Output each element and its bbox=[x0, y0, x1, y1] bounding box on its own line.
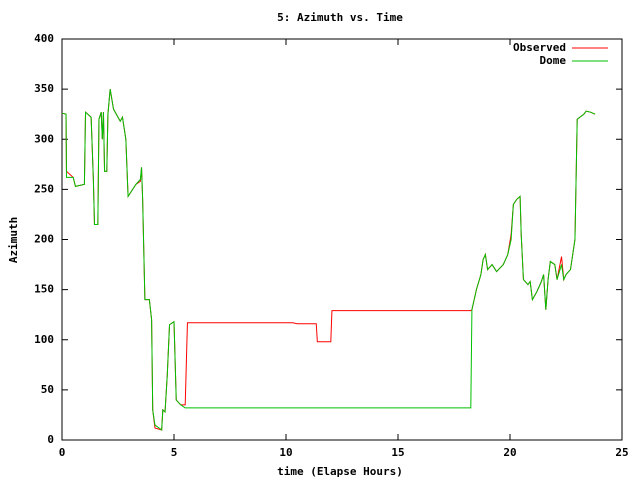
x-tick-label: 15 bbox=[391, 446, 404, 459]
x-axis-label: time (Elapse Hours) bbox=[277, 465, 403, 478]
y-tick-label: 0 bbox=[47, 433, 54, 446]
legend-label: Dome bbox=[540, 54, 567, 67]
chart-title: 5: Azimuth vs. Time bbox=[277, 11, 403, 24]
plot-frame bbox=[61, 38, 623, 441]
x-tick-label: 5 bbox=[171, 446, 178, 459]
x-tick-label: 0 bbox=[59, 446, 66, 459]
y-tick-label: 400 bbox=[34, 32, 54, 45]
y-tick-label: 150 bbox=[34, 283, 54, 296]
y-tick-label: 50 bbox=[41, 383, 54, 396]
x-tick-label: 10 bbox=[279, 446, 292, 459]
x-tick-label: 25 bbox=[615, 446, 628, 459]
y-tick-label: 300 bbox=[34, 132, 54, 145]
y-tick-label: 200 bbox=[34, 233, 54, 246]
y-tick-label: 100 bbox=[34, 333, 54, 346]
y-tick-label: 250 bbox=[34, 182, 54, 195]
x-tick-label: 20 bbox=[503, 446, 516, 459]
legend-label: Observed bbox=[513, 41, 566, 54]
data-line bbox=[61, 89, 596, 431]
y-axis-label: Azimuth bbox=[7, 217, 20, 263]
data-line bbox=[61, 89, 596, 431]
y-tick-label: 350 bbox=[34, 82, 54, 95]
